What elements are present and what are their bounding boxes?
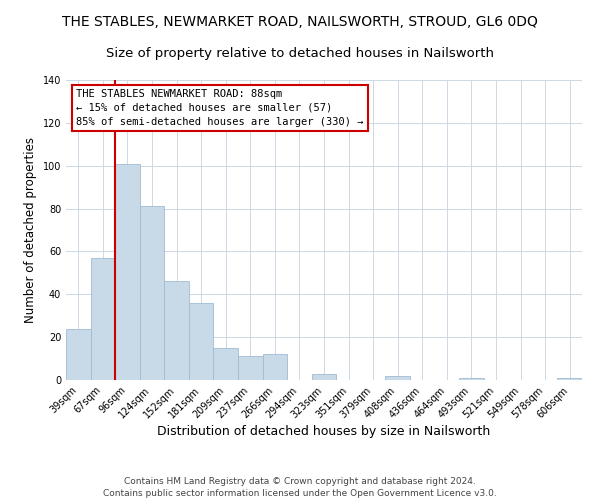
Bar <box>312 374 336 380</box>
Bar <box>385 376 410 380</box>
Bar <box>557 378 582 380</box>
Text: Size of property relative to detached houses in Nailsworth: Size of property relative to detached ho… <box>106 48 494 60</box>
Bar <box>91 258 115 380</box>
Bar <box>66 328 91 380</box>
Text: Contains HM Land Registry data © Crown copyright and database right 2024.: Contains HM Land Registry data © Crown c… <box>124 478 476 486</box>
Bar <box>164 282 189 380</box>
Bar <box>115 164 140 380</box>
Bar <box>459 378 484 380</box>
Text: THE STABLES, NEWMARKET ROAD, NAILSWORTH, STROUD, GL6 0DQ: THE STABLES, NEWMARKET ROAD, NAILSWORTH,… <box>62 15 538 29</box>
Bar <box>238 356 263 380</box>
Bar <box>140 206 164 380</box>
Text: THE STABLES NEWMARKET ROAD: 88sqm
← 15% of detached houses are smaller (57)
85% : THE STABLES NEWMARKET ROAD: 88sqm ← 15% … <box>76 89 364 127</box>
Text: Contains public sector information licensed under the Open Government Licence v3: Contains public sector information licen… <box>103 489 497 498</box>
Bar <box>214 348 238 380</box>
Y-axis label: Number of detached properties: Number of detached properties <box>24 137 37 323</box>
X-axis label: Distribution of detached houses by size in Nailsworth: Distribution of detached houses by size … <box>157 426 491 438</box>
Bar <box>263 354 287 380</box>
Bar <box>189 303 214 380</box>
